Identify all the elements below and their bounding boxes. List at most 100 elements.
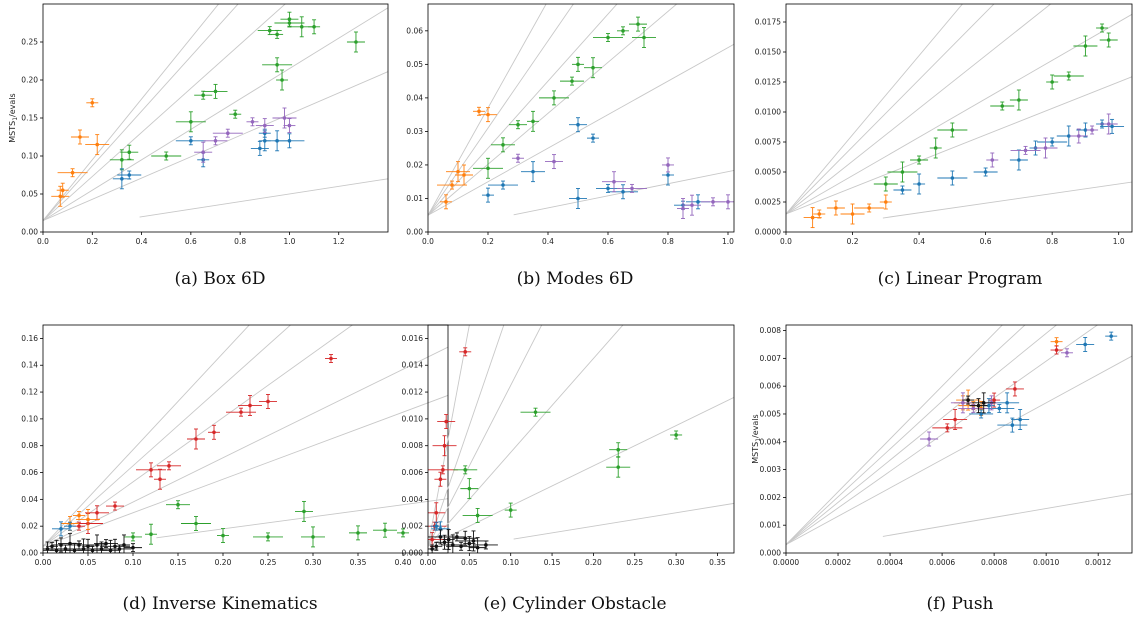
y-tick-label: 0.016: [402, 334, 424, 343]
data-point: [609, 442, 628, 458]
data-marker: [456, 169, 460, 174]
data-marker: [239, 410, 243, 414]
reference-line: [428, 325, 624, 547]
data-marker: [471, 539, 476, 543]
data-marker: [446, 537, 451, 542]
data-marker: [68, 524, 72, 528]
data-point: [873, 176, 898, 192]
data-point: [1076, 122, 1095, 138]
data-marker: [900, 188, 905, 192]
y-tick-label: 0.16: [21, 334, 38, 343]
data-point: [962, 395, 975, 405]
y-tick-label: 0.010: [402, 414, 424, 423]
data-marker: [120, 158, 124, 162]
data-point: [95, 541, 108, 553]
data-point: [1076, 337, 1095, 352]
y-tick-label: 0.02: [406, 160, 423, 169]
data-point: [982, 398, 995, 414]
data-marker: [552, 159, 556, 164]
data-marker: [189, 139, 193, 143]
data-marker: [1054, 339, 1059, 344]
panel-caption: (c) Linear Program: [878, 269, 1043, 289]
x-tick-label: 0.25: [260, 558, 277, 567]
data-marker: [167, 464, 171, 468]
data-marker: [950, 176, 955, 180]
reference-line: [43, 4, 220, 221]
y-tick-label: 0.002: [760, 493, 782, 502]
data-marker: [630, 186, 634, 191]
data-point: [913, 173, 926, 195]
data-marker: [576, 196, 580, 201]
x-tick-label: 0.4: [136, 237, 148, 246]
data-points: [51, 11, 365, 207]
data-marker: [1065, 351, 1069, 355]
data-point: [151, 151, 182, 161]
y-tick-label: 0.10: [21, 414, 38, 423]
data-marker: [533, 410, 538, 414]
x-tick-label: 0.6: [980, 237, 992, 246]
data-marker: [356, 531, 360, 535]
reference-lines: [786, 4, 1132, 219]
data-point: [971, 392, 996, 414]
data-point: [373, 522, 397, 538]
data-point: [446, 541, 477, 551]
data-point: [274, 133, 305, 149]
data-marker: [212, 430, 216, 435]
y-tick-label: 0.04: [406, 93, 423, 102]
y-tick-label: 0.014: [402, 361, 424, 370]
data-point: [175, 136, 206, 146]
x-tick-label: 1.0: [283, 237, 295, 246]
data-marker: [95, 142, 100, 147]
data-marker: [621, 29, 625, 33]
data-point: [662, 157, 674, 173]
reference-line: [428, 325, 543, 547]
reference-line: [156, 498, 448, 539]
data-marker: [401, 531, 405, 535]
y-tick-label: 0.06: [21, 468, 38, 477]
y-tick-label: 0.0175: [755, 18, 781, 27]
data-point: [893, 185, 912, 195]
x-tick-label: 0.6: [602, 237, 614, 246]
data-marker: [258, 146, 262, 151]
data-point: [929, 137, 942, 159]
reference-line: [786, 325, 1003, 545]
x-tick-label: 0.10: [502, 558, 519, 567]
data-marker: [1023, 148, 1028, 153]
data-marker: [966, 398, 970, 402]
y-tick-label: 0.10: [21, 152, 38, 161]
data-point: [887, 161, 918, 183]
data-point: [1033, 137, 1058, 159]
data-point: [479, 107, 497, 123]
data-point: [1086, 125, 1099, 135]
data-marker: [961, 401, 965, 405]
data-point: [1073, 35, 1098, 57]
data-point: [432, 435, 457, 457]
data-marker: [434, 510, 439, 515]
data-point: [120, 144, 139, 160]
data-point: [57, 168, 88, 178]
data-marker: [149, 468, 153, 472]
data-marker: [666, 173, 670, 177]
data-marker: [606, 186, 610, 191]
data-marker: [1010, 423, 1015, 427]
y-tick-label: 0.12: [21, 388, 38, 397]
x-tick-label: 1.0: [722, 237, 734, 246]
data-marker: [113, 544, 117, 549]
data-marker: [1018, 417, 1022, 422]
data-marker: [299, 25, 304, 29]
data-point: [59, 544, 72, 553]
data-marker: [484, 543, 488, 547]
data-point: [826, 200, 845, 216]
data-point: [520, 407, 551, 417]
data-marker: [1083, 44, 1088, 48]
data-marker: [354, 40, 358, 44]
data-point: [482, 187, 494, 203]
data-marker: [462, 173, 466, 177]
data-marker: [194, 437, 198, 441]
data-point: [458, 530, 489, 552]
x-tick-label: 0.4: [542, 237, 554, 246]
data-point: [988, 392, 1001, 408]
data-marker: [280, 78, 284, 82]
data-marker: [127, 173, 132, 177]
